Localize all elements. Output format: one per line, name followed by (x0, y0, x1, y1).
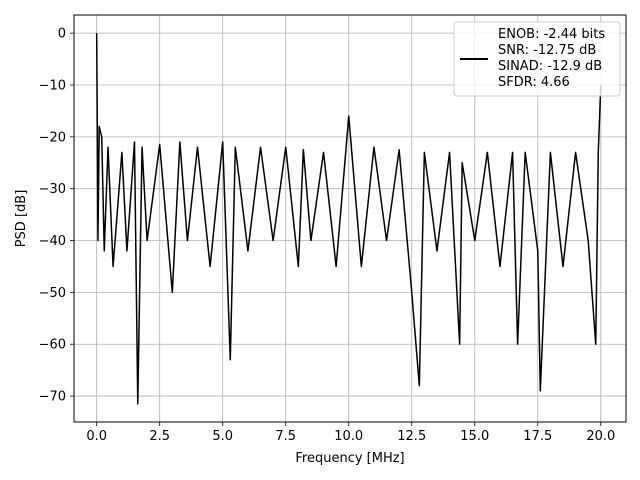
x-tick-label: 7.5 (275, 429, 296, 444)
y-tick-label: 0 (58, 27, 66, 42)
y-tick-label: −10 (39, 78, 66, 93)
x-tick-label: 12.5 (397, 429, 426, 444)
y-tick-label: −40 (39, 234, 66, 249)
legend-entry-sinad: SINAD: -12.9 dB (498, 59, 602, 74)
psd-series-line (95, 33, 602, 405)
x-tick-label: 2.5 (149, 429, 170, 444)
x-tick-label: 20.0 (586, 429, 615, 444)
legend: ENOB: -2.44 bits SNR: -12.75 dB SINAD: -… (453, 21, 621, 97)
y-axis-label: PSD [dB] (14, 190, 29, 248)
x-tick-label: 15.0 (460, 429, 489, 444)
x-tick-label: 10.0 (334, 429, 363, 444)
legend-box (453, 21, 621, 97)
x-axis-label: Frequency [MHz] (295, 451, 404, 466)
x-tick-label: 5.0 (212, 429, 233, 444)
x-tick-label: 0.0 (86, 429, 107, 444)
y-tick-label: −60 (39, 338, 66, 353)
plot-area (95, 33, 602, 405)
y-tick-label: −50 (39, 286, 66, 301)
legend-entry-snr: SNR: -12.75 dB (498, 43, 596, 58)
plot-frame (73, 14, 627, 423)
y-tick-label: −20 (39, 130, 66, 145)
y-tick-label: −30 (39, 182, 66, 197)
y-tick-label: −70 (39, 390, 66, 405)
legend-entry-sfdr: SFDR: 4.66 (498, 75, 570, 90)
x-tick-label: 17.5 (523, 429, 552, 444)
ticks: 0.0 2.5 5.0 7.5 10.0 12.5 15.0 17.5 20.0 0 −10 −20 −… (39, 27, 616, 444)
legend-entry-enob: ENOB: -2.44 bits (498, 27, 605, 42)
